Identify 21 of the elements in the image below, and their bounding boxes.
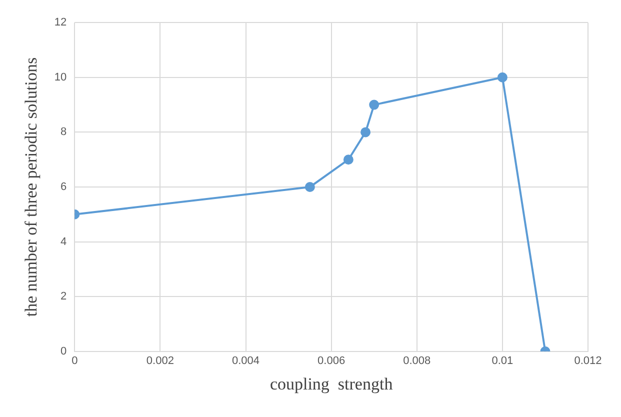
y-tick-label: 0 — [60, 345, 67, 358]
y-tick-label: 2 — [60, 290, 67, 303]
point — [369, 100, 380, 110]
y-tick-label: 10 — [54, 71, 67, 84]
y-tick-label: 4 — [60, 236, 67, 248]
x-tick-label: 0 — [72, 355, 78, 368]
x-tick-label: 0.006 — [318, 355, 346, 368]
x-tick-label: 0.01 — [492, 355, 514, 368]
y-tick-label: 12 — [54, 16, 67, 29]
y-tick-label: 8 — [60, 126, 67, 138]
x-axis-title: coupling strength — [270, 374, 394, 394]
point — [304, 182, 315, 192]
x-tick-label: 0.008 — [403, 355, 431, 368]
point — [343, 154, 354, 165]
x-tick-label: 0.004 — [232, 355, 260, 368]
y-tick-label: 6 — [60, 181, 67, 194]
x-tick-label: 0.002 — [146, 355, 174, 368]
point — [497, 72, 508, 82]
x-tick-label: 0.012 — [574, 355, 602, 368]
point — [360, 127, 371, 138]
y-axis-title: the number of three periodic solutions — [22, 57, 41, 317]
